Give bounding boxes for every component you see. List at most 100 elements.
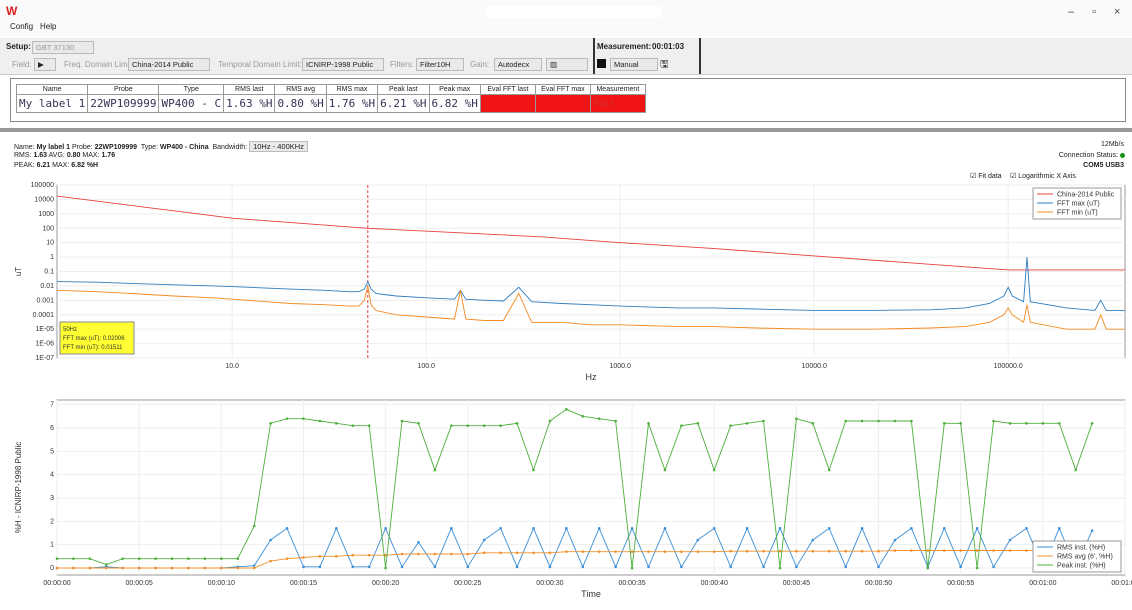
- point: [1025, 527, 1028, 530]
- point: [351, 565, 355, 569]
- point: [910, 527, 913, 530]
- x-tick-label: 00:00:10: [208, 580, 235, 587]
- point: [893, 419, 897, 423]
- filters-select[interactable]: Filter10H: [416, 58, 464, 71]
- point: [597, 550, 601, 553]
- window-controls[interactable]: –▫×: [1068, 6, 1132, 18]
- gain-select[interactable]: Autodecx: [494, 58, 542, 71]
- point: [942, 527, 946, 530]
- point: [959, 565, 962, 569]
- point: [351, 424, 355, 427]
- point: [778, 566, 782, 570]
- plot-area: [56, 399, 1126, 576]
- point: [647, 422, 650, 425]
- x-tick-label: 10000.0: [802, 363, 827, 370]
- column-header: Type: [158, 84, 225, 95]
- series-line: [56, 285, 1125, 330]
- mode-select[interactable]: Manual: [610, 58, 658, 71]
- save-button[interactable]: 🖫: [660, 59, 669, 70]
- search-box[interactable]: [486, 6, 661, 18]
- point: [482, 551, 486, 555]
- point: [647, 565, 650, 569]
- point: [515, 551, 519, 555]
- point: [565, 527, 568, 530]
- y-tick-label: 1E-05: [35, 326, 54, 333]
- point: [663, 527, 667, 530]
- label: MAX:: [82, 152, 100, 159]
- point: [466, 424, 470, 427]
- point: [154, 566, 157, 570]
- freq-select[interactable]: China-2014 Public: [128, 58, 210, 71]
- measurement-time: 00:01:03: [652, 42, 685, 51]
- x-tick-label: 00:00:05: [126, 580, 153, 587]
- point: [170, 566, 174, 570]
- temporal-select[interactable]: ICNIRP-1998 Public: [302, 58, 384, 71]
- point: [450, 424, 453, 427]
- column-header: RMS avg: [274, 84, 327, 95]
- bandwidth-select[interactable]: 10Hz - 400KHz: [249, 141, 308, 152]
- point: [844, 419, 847, 423]
- setup-select[interactable]: GBT 37130: [32, 41, 94, 54]
- label: PEAK:: [14, 162, 35, 169]
- chart-button[interactable]: ▥: [546, 58, 588, 71]
- point: [1057, 527, 1061, 530]
- point: [811, 422, 815, 425]
- fit-data-checkbox[interactable]: ☑ Fit data: [970, 173, 1002, 180]
- point: [236, 566, 240, 570]
- point: [696, 422, 700, 425]
- point: [104, 563, 108, 566]
- point: [1025, 549, 1028, 552]
- annotation-box: [59, 321, 135, 355]
- play-button[interactable]: ▶: [34, 58, 56, 71]
- y-tick-label: 1E-07: [35, 355, 54, 362]
- x-tick-label: 00:00:15: [290, 580, 317, 587]
- y-axis-label: %H - ICNIRP-1998 Public: [14, 442, 23, 534]
- point: [335, 555, 338, 558]
- point: [811, 549, 815, 553]
- point: [400, 565, 404, 569]
- point: [269, 422, 272, 425]
- point: [482, 538, 486, 542]
- point: [877, 419, 880, 423]
- point: [597, 527, 601, 530]
- menu-item[interactable]: Help: [40, 22, 57, 31]
- point: [515, 565, 519, 569]
- point: [647, 550, 650, 553]
- point: [975, 566, 979, 570]
- x-tick-label: 00:00:20: [372, 580, 399, 587]
- menu-item[interactable]: Config: [10, 22, 34, 31]
- point: [877, 565, 880, 569]
- point: [203, 566, 207, 570]
- point: [811, 538, 815, 542]
- legend-label: FFT max (uT): [1057, 201, 1100, 208]
- point: [400, 552, 404, 556]
- filters-label: Filters:: [390, 60, 414, 69]
- label: Probe:: [72, 144, 93, 151]
- point: [499, 527, 502, 530]
- point: [992, 565, 995, 569]
- point: [893, 538, 897, 542]
- point: [795, 565, 798, 569]
- stop-button[interactable]: [597, 59, 606, 68]
- log-x-checkbox[interactable]: ☑ Logarithmic X Axis: [1010, 173, 1076, 180]
- point: [992, 549, 995, 552]
- annotation-text: FFT min (uT): 0.01511: [63, 345, 123, 351]
- point: [121, 557, 125, 560]
- info-line: Name: My label 1 Probe: 22WP109999 Type:…: [14, 141, 308, 152]
- label: AVG:: [48, 152, 65, 159]
- column-header: Eval FFT max: [534, 84, 591, 95]
- series-line: [57, 550, 1093, 569]
- column-header: RMS last: [223, 84, 276, 95]
- point: [926, 549, 930, 552]
- point: [137, 557, 141, 560]
- column-header: Probe: [87, 84, 160, 95]
- connection-label: Connection Status:: [1058, 152, 1118, 159]
- point: [630, 550, 634, 553]
- separator: [0, 128, 1132, 132]
- point: [729, 549, 732, 553]
- point: [170, 557, 174, 560]
- point: [1090, 529, 1094, 532]
- x-tick-label: 100000.0: [994, 363, 1023, 370]
- y-tick-label: 100000: [31, 182, 54, 189]
